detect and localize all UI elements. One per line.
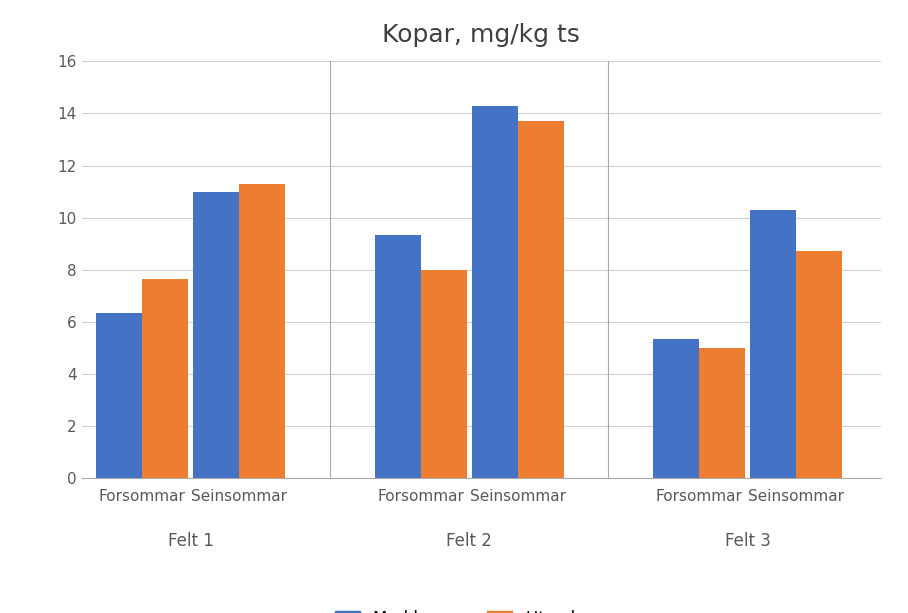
Bar [796, 251, 842, 478]
Bar [750, 210, 796, 478]
Bar [653, 339, 699, 478]
Title: Kopar, mg/kg ts: Kopar, mg/kg ts [382, 23, 580, 47]
Bar [699, 348, 745, 478]
Legend: Med koppar, Utan koppar: Med koppar, Utan koppar [328, 603, 635, 613]
Text: Felt 2: Felt 2 [446, 532, 492, 550]
Bar [239, 184, 285, 478]
Bar [375, 235, 420, 478]
Bar [420, 270, 467, 478]
Text: Felt 3: Felt 3 [725, 532, 771, 550]
Text: Felt 1: Felt 1 [168, 532, 213, 550]
Bar [96, 313, 143, 478]
Bar [471, 105, 518, 478]
Bar [193, 191, 239, 478]
Bar [518, 121, 564, 478]
Bar [143, 279, 188, 478]
